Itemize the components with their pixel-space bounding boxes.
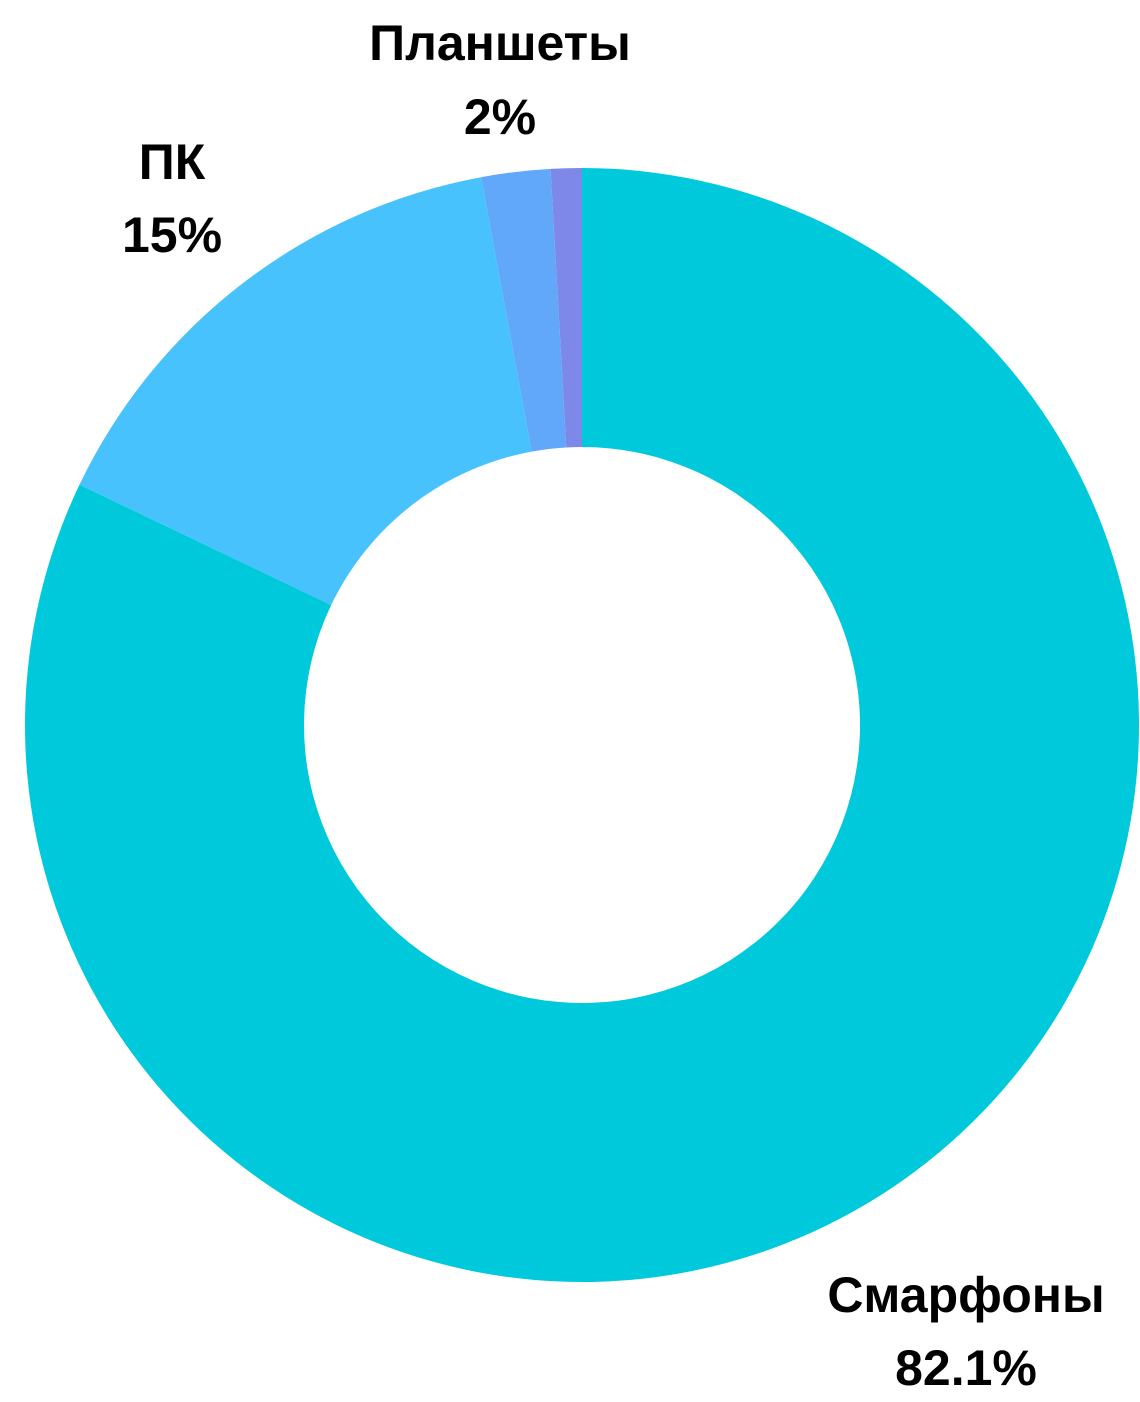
slice-label-name-0: Смарфоны: [827, 1267, 1104, 1323]
slice-label-value-2: 2%: [464, 89, 536, 145]
slice-label-name-1: ПК: [139, 134, 206, 190]
slice-label-value-1: 15%: [122, 207, 222, 263]
slice-ПК-1: [79, 177, 532, 606]
labels-layer: Смарфоны 82.1% ПК 15% Планшеты 2%: [122, 15, 1105, 1396]
slice-Планшеты-2: [481, 168, 567, 452]
slice-label-value-0: 82.1%: [895, 1340, 1037, 1396]
slice-label-name-2: Планшеты: [369, 15, 631, 71]
slices-layer: [25, 168, 1139, 1282]
slice-Смарфоны-0: [25, 168, 1139, 1282]
slice-other-3: [550, 168, 582, 448]
